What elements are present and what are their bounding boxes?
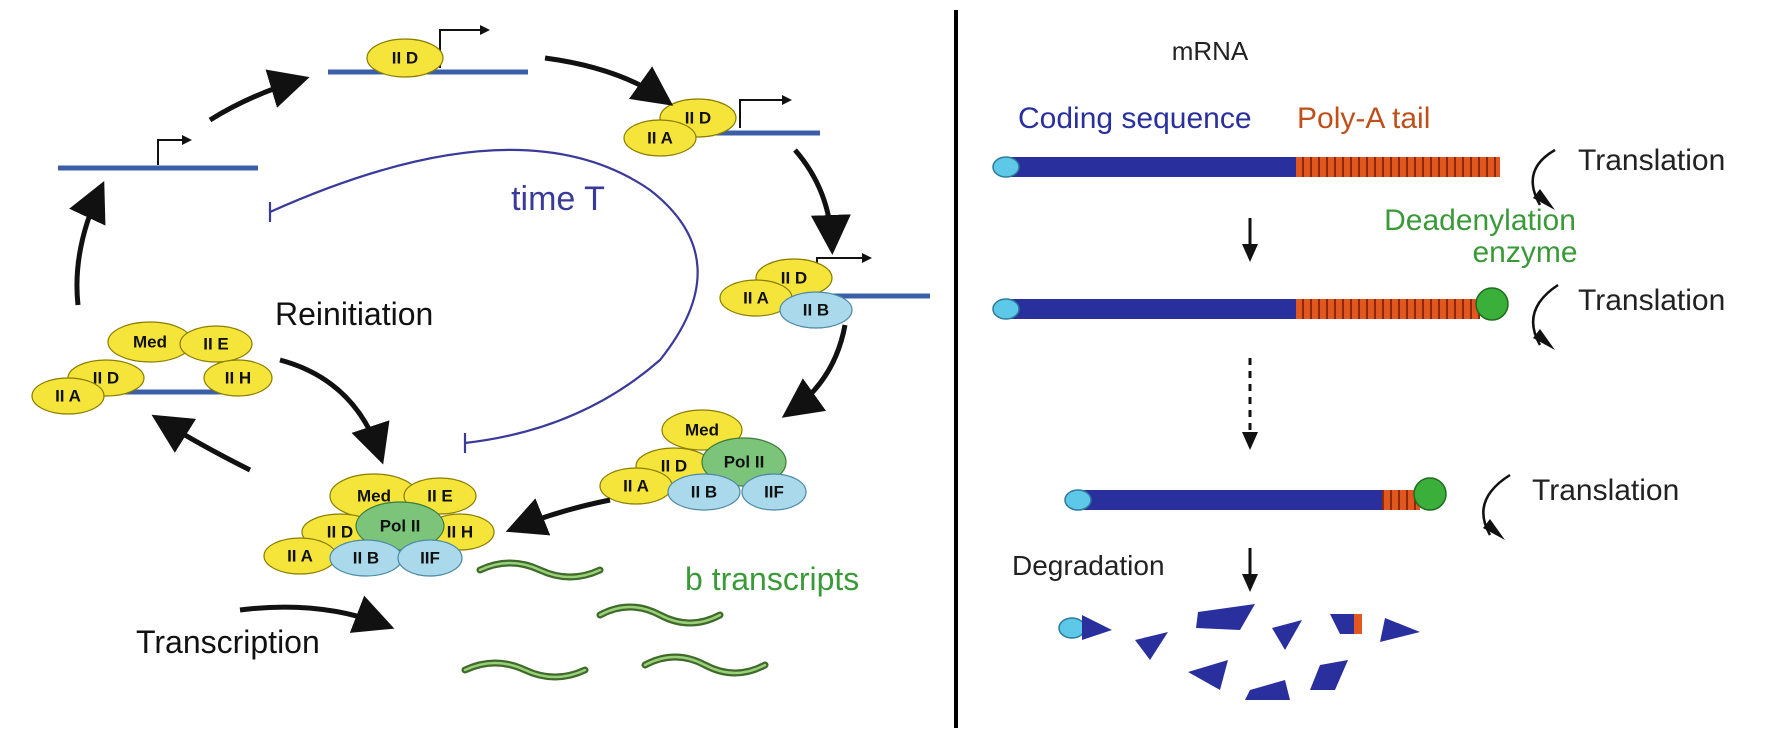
transcripts-label: b transcripts: [685, 561, 859, 597]
deadenylation-enzyme-icon: [1413, 477, 1447, 511]
svg-text:II B: II B: [353, 549, 379, 568]
svg-text:II D: II D: [327, 523, 353, 542]
svg-text:Med: Med: [133, 333, 167, 352]
translation-cycle-1: [1531, 148, 1556, 210]
svg-text:II A: II A: [623, 477, 649, 496]
down-arrow-dashed: [1242, 358, 1258, 450]
translation-cycle-2: [1531, 283, 1559, 350]
cycle-arrows: [69, 55, 851, 633]
mrna-title: mRNA: [1172, 36, 1249, 66]
deadenylation-enzyme-icon: [1475, 287, 1509, 321]
deadenylation-label-2: enzyme: [1472, 236, 1577, 269]
mrna-short-tail: [1064, 477, 1447, 511]
svg-text:Med: Med: [685, 421, 719, 440]
reinitiation-label: Reinitiation: [275, 296, 433, 332]
state-pic-full: Med II E II D II H II A Pol II II B IIF: [263, 473, 495, 577]
svg-text:II B: II B: [803, 301, 829, 320]
svg-text:II D: II D: [781, 269, 807, 288]
state-bare-promoter: [58, 135, 258, 171]
state-scaffold: Med II E II D II H II A: [31, 321, 273, 415]
translation-cycle-3: [1482, 473, 1511, 540]
mrna-deadenylating: [992, 287, 1509, 321]
svg-text:II D: II D: [661, 457, 687, 476]
state-iia-iid: II D II A: [623, 95, 820, 157]
svg-text:II A: II A: [647, 129, 673, 148]
transcription-label: Transcription: [136, 624, 320, 660]
svg-text:II E: II E: [427, 487, 453, 506]
state-pic-partial: Med II D II A Pol II II B IIF: [599, 409, 807, 511]
svg-text:Pol II: Pol II: [380, 517, 421, 536]
translation-label-1: Translation: [1578, 144, 1725, 177]
cap-icon: [1058, 617, 1086, 639]
svg-text:II A: II A: [743, 289, 769, 308]
svg-text:II B: II B: [691, 483, 717, 502]
iid-blob: [366, 38, 444, 78]
degraded-fragments: [1058, 604, 1420, 700]
svg-text:II A: II A: [55, 387, 81, 406]
state-iid: II D: [328, 25, 528, 78]
cap-icon: [1064, 489, 1092, 511]
down-arrow-1: [1242, 218, 1258, 262]
cap-icon: [992, 298, 1020, 320]
svg-text:IIF: IIF: [764, 483, 784, 502]
translation-label-2: Translation: [1578, 284, 1725, 317]
svg-text:II H: II H: [447, 523, 473, 542]
svg-text:II H: II H: [225, 369, 251, 388]
mrna-full: [992, 156, 1500, 178]
svg-text:IIF: IIF: [420, 549, 440, 568]
degradation-label: Degradation: [1012, 550, 1165, 581]
svg-text:II D: II D: [685, 109, 711, 128]
time-t-label: time T: [511, 180, 605, 218]
state-iia-iid-iib: II D II A II B: [719, 253, 930, 329]
deadenylation-label-1: Deadenylation: [1384, 204, 1576, 237]
svg-text:II D: II D: [392, 49, 418, 68]
time-t-loop: [268, 148, 699, 453]
svg-text:Med: Med: [357, 487, 391, 506]
coding-sequence-label: Coding sequence: [1018, 102, 1252, 135]
svg-text:II E: II E: [203, 335, 229, 354]
svg-text:II D: II D: [93, 369, 119, 388]
svg-text:Pol II: Pol II: [724, 453, 765, 472]
down-arrow-degradation: [1242, 548, 1258, 592]
cap-icon: [992, 156, 1020, 178]
translation-label-3: Translation: [1532, 474, 1679, 507]
polya-tail-label: Poly-A tail: [1297, 102, 1430, 135]
svg-text:II A: II A: [287, 547, 313, 566]
